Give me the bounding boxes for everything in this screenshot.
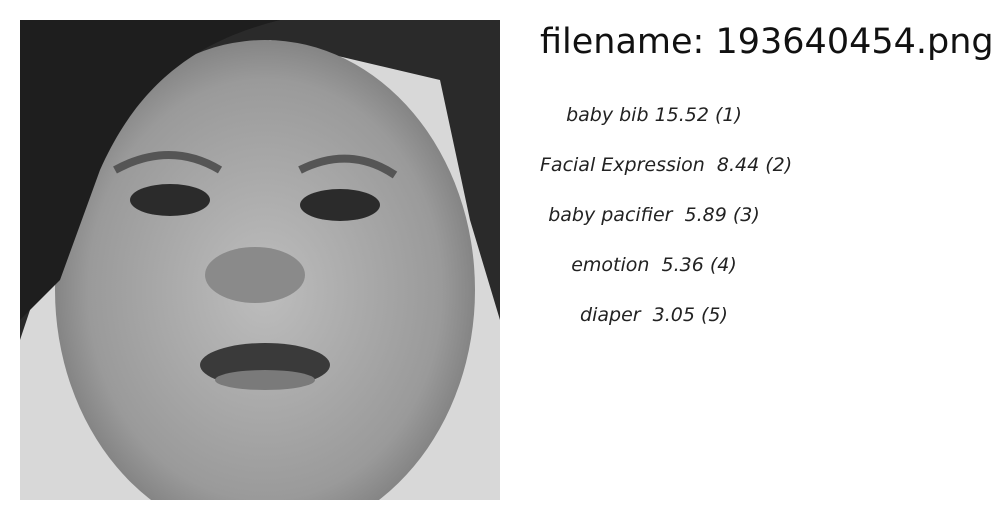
label-list: baby bib 15.52 (1) Facial Expression 8.44… bbox=[540, 100, 793, 350]
label-line: diaper 3.05 (5) bbox=[580, 304, 728, 326]
filename-title: filename: 193640454.png bbox=[540, 22, 994, 62]
photo bbox=[20, 20, 500, 500]
label-line: baby bib 15.52 (1) bbox=[566, 104, 742, 126]
label-line: Facial Expression 8.44 (2) bbox=[540, 154, 793, 176]
label-line: baby pacifier 5.89 (3) bbox=[548, 204, 760, 226]
label-line: emotion 5.36 (4) bbox=[571, 254, 737, 276]
